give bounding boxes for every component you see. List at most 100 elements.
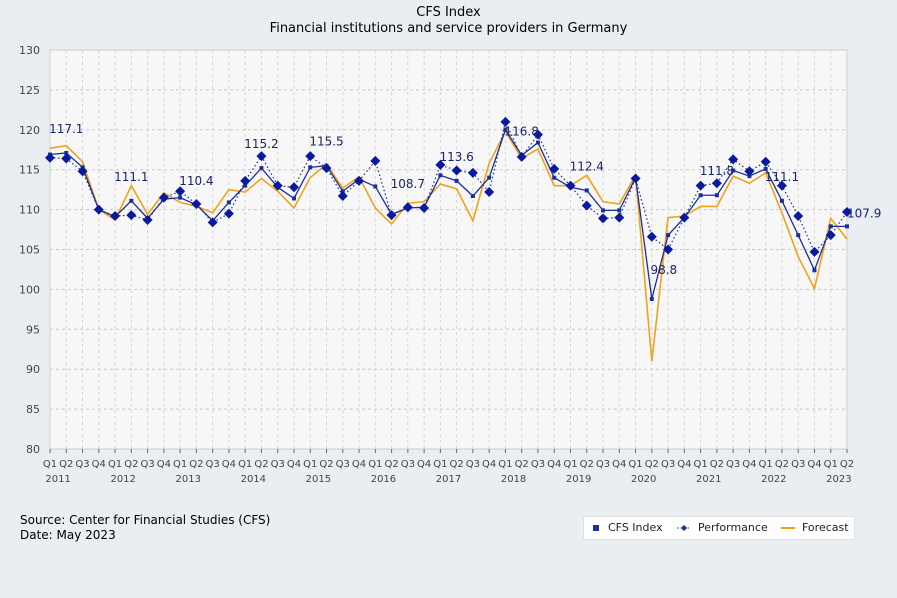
performance-point [126, 210, 137, 221]
year-label: 2020 [631, 474, 656, 485]
performance-point [825, 230, 836, 241]
x-tick-label: Q1 [628, 459, 642, 470]
series-cfs-index-line [49, 128, 847, 300]
cfs-index-point [584, 188, 589, 193]
x-tick-label: Q3 [661, 459, 675, 470]
legend-line-marker-icon [781, 527, 795, 529]
cfs-index-point [779, 198, 784, 203]
performance-point [240, 175, 251, 186]
series-layer [45, 116, 852, 362]
cfs-index-point [601, 208, 606, 213]
x-tick-label: Q2 [775, 459, 789, 470]
data-label: 112.4 [570, 159, 604, 173]
cfs-index-point [649, 296, 654, 301]
y-tick-label: 125 [19, 84, 40, 97]
cfs-index-point [828, 224, 833, 229]
performance-point [711, 178, 722, 189]
x-tick-label: Q1 [433, 459, 447, 470]
x-tick-label: Q1 [824, 459, 838, 470]
cfs-index-point [438, 173, 443, 178]
series-forecast-line [49, 129, 848, 362]
legend-square-marker-icon [593, 525, 599, 531]
data-label: 116.8 [505, 124, 539, 138]
performance-point [793, 210, 804, 221]
date-text: Date: May 2023 [20, 528, 116, 542]
year-label: 2021 [696, 474, 721, 485]
year-label: 2014 [241, 474, 266, 485]
data-label: 111.1 [114, 170, 148, 184]
x-tick-label: Q3 [466, 459, 480, 470]
cfs-index-point [698, 193, 703, 198]
legend-dotted-marker-icon [677, 525, 691, 531]
y-tick-label: 110 [19, 204, 40, 217]
year-label: 2013 [176, 474, 201, 485]
x-tick-label: Q1 [563, 459, 577, 470]
y-tick-label: 80 [26, 443, 40, 456]
x-tick-label: Q4 [92, 459, 106, 470]
chart-subtitle: Financial institutions and service provi… [269, 21, 628, 36]
performance-point [614, 212, 625, 223]
performance-point [354, 175, 365, 186]
x-tick-label: Q4 [222, 459, 236, 470]
performance-point [191, 199, 202, 210]
x-tick-label: Q1 [173, 459, 187, 470]
performance-point [305, 151, 316, 162]
performance-point [207, 217, 218, 228]
x-tick-label: Q1 [498, 459, 512, 470]
legend-label: CFS Index [608, 521, 663, 534]
source-text: Source: Center for Financial Studies (CF… [20, 513, 271, 527]
x-tick-label: Q3 [401, 459, 415, 470]
annotations-layer: 117.1 111.1 110.4 115.2 115.5 108.7 113.6 116.8… [49, 122, 881, 277]
performance-point [337, 191, 348, 202]
performance-point [419, 203, 430, 214]
data-label: 113.6 [439, 150, 473, 164]
x-tick-label: Q4 [482, 459, 496, 470]
data-label: 98.8 [650, 263, 677, 277]
performance-point [61, 153, 72, 164]
cfs-index-point [812, 268, 817, 273]
x-tick-label: Q1 [693, 459, 707, 470]
x-tick-label: Q1 [238, 459, 252, 470]
year-label: 2012 [110, 474, 135, 485]
x-tick-label: Q3 [531, 459, 545, 470]
year-label: 2015 [306, 474, 331, 485]
performance-point [646, 231, 657, 242]
source-block: Source: Center for Financial Studies (CF… [20, 513, 270, 543]
cfs-index-point [845, 224, 849, 229]
x-tick-label: Q1 [108, 459, 122, 470]
performance-point [435, 159, 446, 170]
performance-point [370, 155, 381, 166]
x-tick-label: Q2 [840, 459, 854, 470]
cfs-index-point [796, 233, 801, 238]
legend-label: Forecast [802, 521, 849, 534]
performance-point [809, 246, 820, 257]
x-tick-label: Q2 [384, 459, 398, 470]
chart-title: CFS Index [416, 5, 481, 20]
cfs-index-point [666, 233, 671, 238]
cfs-index-point [373, 184, 378, 189]
y-tick-label: 85 [26, 403, 40, 416]
performance-point [532, 129, 543, 140]
performance-point [842, 206, 852, 217]
cfs-index-point [470, 194, 475, 199]
x-tick-label: Q2 [710, 459, 724, 470]
y-tick-label: 95 [26, 323, 40, 336]
performance-point [256, 151, 267, 162]
x-tick-label: Q3 [336, 459, 350, 470]
performance-point [288, 182, 299, 193]
performance-point [142, 214, 153, 225]
y-tick-label: 120 [19, 124, 40, 137]
performance-point [549, 163, 560, 174]
year-label: 2017 [436, 474, 461, 485]
cfs-index-point [535, 140, 540, 145]
data-label: 110.4 [179, 174, 213, 188]
performance-point [760, 156, 771, 167]
performance-point [223, 208, 234, 219]
performance-point [386, 210, 397, 221]
x-tick-label: Q2 [59, 459, 73, 470]
performance-point [679, 212, 690, 223]
legend-item-forecast: Forecast [780, 521, 849, 534]
data-label: 115.5 [309, 135, 343, 149]
data-label: 111.8 [700, 164, 734, 178]
x-tick-label: Q3 [75, 459, 89, 470]
